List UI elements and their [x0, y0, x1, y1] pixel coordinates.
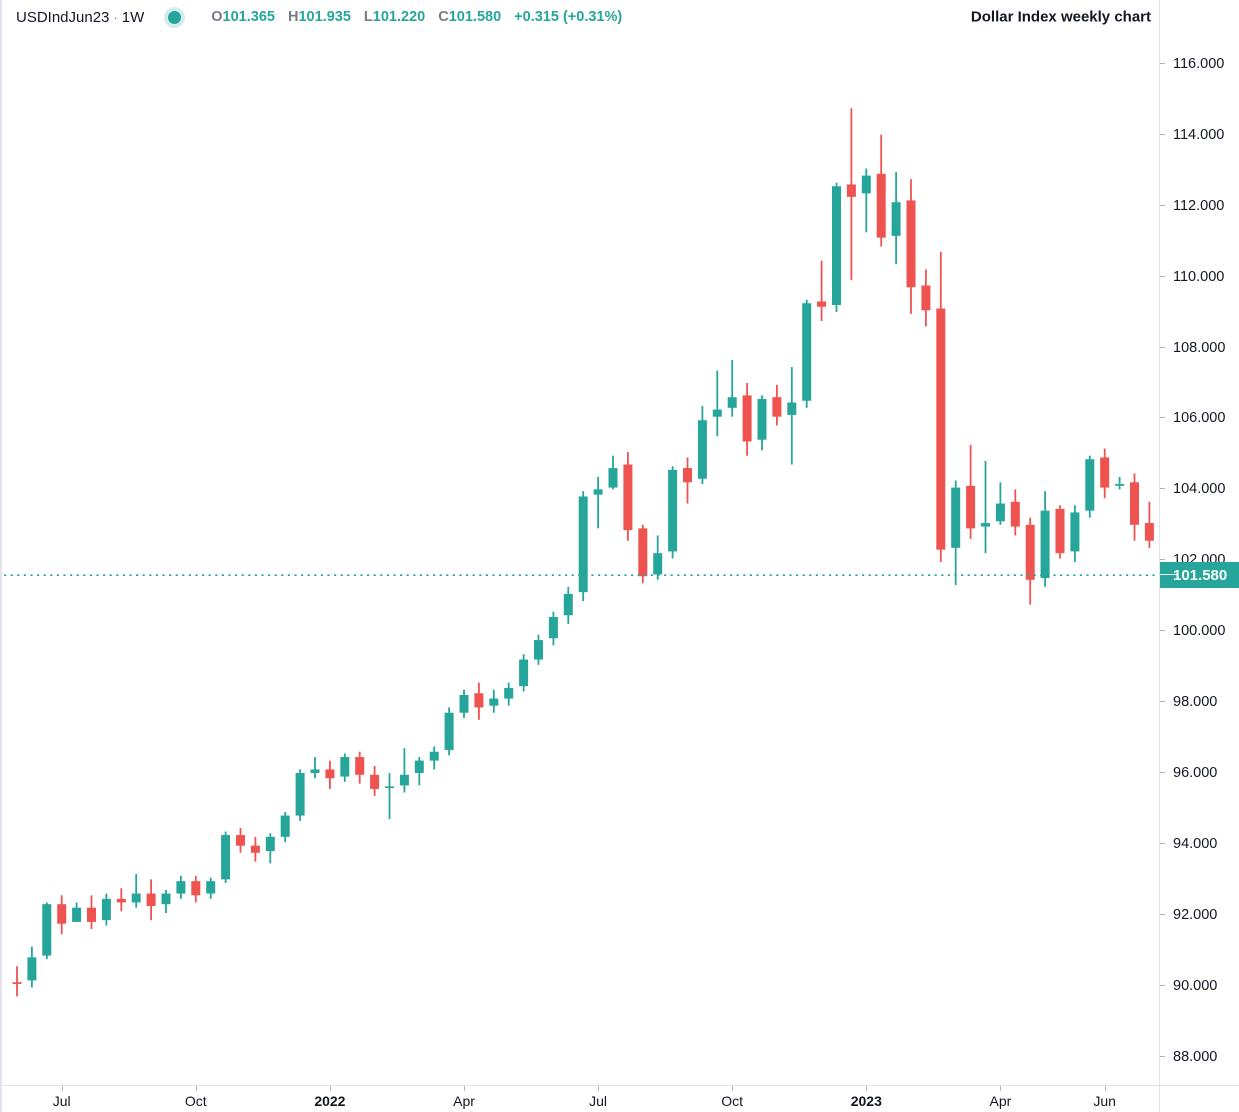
tick-dash [329, 1086, 331, 1091]
time-tick-label: Oct [184, 1093, 207, 1109]
low-label: L [363, 9, 373, 25]
price-axis[interactable]: 116.000 114.000 112.000 110.000 108.000 106.0… [1159, 0, 1239, 1085]
price-tick-label: 92.000 [1173, 906, 1218, 923]
tick-dash [1160, 62, 1165, 64]
price-tick-label: 104.000 [1173, 481, 1226, 498]
time-tick-label: Apr [989, 1093, 1012, 1109]
tick-dash [1104, 1086, 1106, 1091]
price-tick-label: 110.000 [1173, 268, 1225, 285]
tick-dash [464, 1086, 465, 1091]
price-tick-label: 88.000 [1173, 1048, 1218, 1065]
tick-dash [1160, 417, 1165, 419]
change-value: +0.315 (+0.31%) [514, 9, 623, 25]
time-tick-label: Jul [589, 1093, 608, 1109]
price-tick-label: 96.000 [1173, 765, 1218, 781]
price-tick-label: 114.000 [1173, 126, 1225, 143]
price-tick-label: 94.000 [1173, 835, 1218, 852]
tick-dash [1160, 842, 1165, 844]
chart-legend: USDIndJun23 · 1W O101.365 H101.935 L101.… [16, 6, 622, 28]
tick-dash [1160, 984, 1165, 986]
tick-dash [1160, 630, 1165, 632]
candles-svg [4, 108, 1159, 997]
interval-label[interactable]: 1W [121, 8, 145, 26]
high-label: H [287, 9, 299, 25]
tick-dash [1160, 701, 1165, 703]
ohlc-values: O101.365 H101.935 L101.220 C101.580 +0.3… [211, 9, 622, 25]
tick-dash [1160, 346, 1165, 348]
time-tick-label: 2022 [314, 1093, 346, 1109]
time-tick-label: Oct [721, 1093, 744, 1109]
price-tick-label: 98.000 [1173, 694, 1218, 711]
high-value: 101.935 [298, 9, 351, 25]
open-label: O [211, 9, 223, 25]
tick-dash [1160, 204, 1165, 206]
tick-dash [1000, 1086, 1002, 1091]
price-tick-label: 100.000 [1173, 623, 1226, 640]
candlestick-plot[interactable] [4, 32, 1159, 1085]
tick-dash [732, 1086, 734, 1091]
price-tick-label: 108.000 [1173, 339, 1226, 356]
symbol-label[interactable]: USDIndJun23 [16, 8, 110, 26]
tick-dash [1160, 488, 1165, 490]
price-tick-label: 90.000 [1173, 977, 1218, 994]
close-label: C [438, 9, 449, 25]
axis-corner [1159, 1086, 1239, 1112]
tick-dash [1160, 913, 1165, 915]
tick-dash [61, 1086, 63, 1091]
live-dot-icon [168, 10, 182, 24]
time-tick-label: Jul [52, 1093, 71, 1109]
tick-dash [1160, 772, 1165, 773]
current-price-badge[interactable]: 101.580 [1160, 562, 1239, 589]
low-value: 101.220 [372, 9, 426, 25]
tick-dash [195, 1086, 197, 1091]
tick-dash [598, 1086, 600, 1091]
tick-dash [866, 1086, 868, 1091]
time-axis[interactable]: Jul Oct 2022 Apr Jul Oct 2023 Apr Jun [2, 1085, 1239, 1112]
legend-separator: · [113, 9, 118, 25]
time-tick-label: 2023 [850, 1093, 882, 1109]
badge-dash [1160, 574, 1178, 576]
time-tick-label: Jun [1093, 1093, 1116, 1109]
price-tick-label: 112.000 [1173, 197, 1225, 214]
tick-dash [1160, 559, 1165, 561]
price-tick-label: 106.000 [1173, 410, 1226, 427]
current-price-label: 101.580 [1173, 566, 1228, 584]
tick-dash [1160, 275, 1165, 277]
tick-dash [1160, 1055, 1165, 1057]
time-tick-label: Apr [453, 1093, 475, 1109]
close-value: 101.580 [448, 9, 502, 25]
open-value: 101.365 [222, 9, 275, 25]
tick-dash [1160, 133, 1165, 135]
chart-title: Dollar Index weekly chart [970, 8, 1151, 26]
price-tick-label: 116.000 [1173, 55, 1225, 72]
